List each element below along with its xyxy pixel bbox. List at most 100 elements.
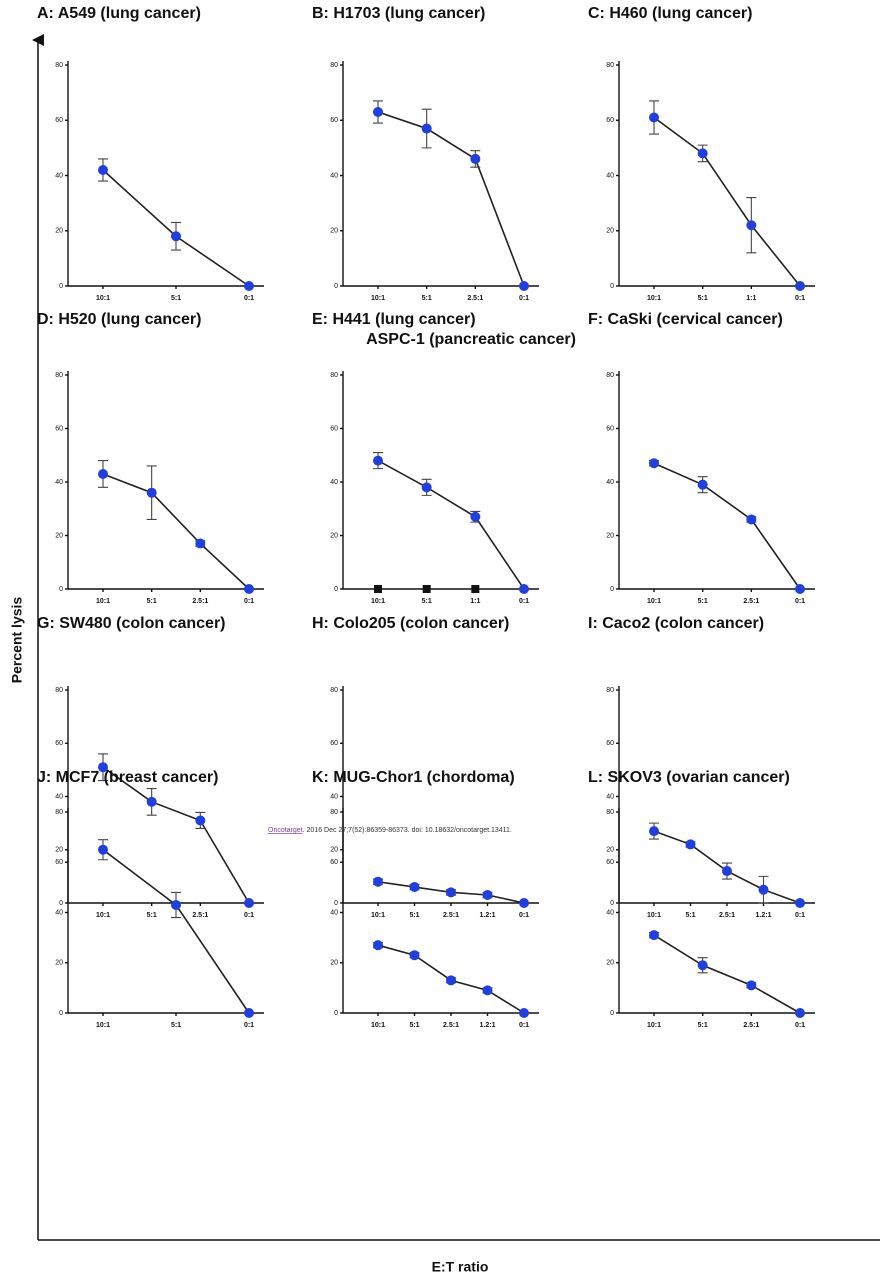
chart-title: B: H1703 (lung cancer) [312,5,485,22]
marker [421,482,432,493]
marker [482,985,493,996]
x-tick-label: 2.5:1 [743,1022,759,1029]
x-tick-label: 1:1 [746,295,756,302]
x-tick-label: 0:1 [244,295,254,302]
y-tick-label: 20 [55,960,63,967]
x-tick-label: 10:1 [371,295,385,302]
marker [649,112,659,123]
x-tick-label: 10:1 [371,912,385,919]
chart-title: J: MCF7 (breast cancer) [37,769,218,786]
y-tick-label: 20 [330,960,338,967]
chart-title: F: CaSki (cervical cancer) [588,311,783,328]
y-tick-label: 0 [59,900,63,907]
marker [649,930,659,941]
chart-title: G: SW480 (colon cancer) [37,615,226,632]
marker [697,960,708,971]
chart-title: C: H460 (lung cancer) [588,5,752,22]
marker [795,584,805,594]
y-tick-label: 80 [330,62,338,69]
marker [746,220,757,231]
x-tick-label: 2.5:1 [192,598,208,605]
x-tick-label: 5:1 [171,295,181,302]
x-tick-label: 0:1 [244,598,254,605]
x-tick-label: 0:1 [795,598,805,605]
x-tick-label: 5:1 [422,295,432,302]
y-tick-label: 60 [606,425,614,432]
x-tick-label: 5:1 [698,598,708,605]
data-line [377,459,525,590]
x-tick-label: 5:1 [147,912,157,919]
y-tick-label: 0 [610,1010,614,1017]
marker [722,866,732,877]
y-tick-label: 80 [330,687,338,694]
x-tick-label: 0:1 [519,912,529,919]
x-tick-label: 0:1 [519,598,529,605]
marker [519,281,529,291]
marker [470,153,481,164]
y-tick-label: 20 [606,960,614,967]
marker [373,455,383,466]
y-tick-label: 20 [330,847,338,854]
citation-text: . 2016 Dec 27;7(52):86359-86373. doi: 10… [303,827,512,834]
marker [758,884,769,895]
x-tick-label: 0:1 [244,912,254,919]
x-tick-label: 10:1 [96,295,110,302]
marker [422,585,431,593]
y-tick-label: 40 [330,793,338,800]
marker [482,890,493,901]
y-tick-label: 40 [55,172,63,179]
citation-link[interactable]: Oncotarget [268,827,303,834]
marker [519,584,529,594]
y-tick-label: 60 [606,740,614,747]
x-tick-label: 5:1 [422,598,432,605]
chart-title: K: MUG-Chor1 (chordoma) [312,769,515,786]
x-tick-label: 5:1 [409,1022,419,1029]
y-tick-label: 40 [330,909,338,916]
data-line [653,934,801,1014]
marker [171,899,181,910]
chart-title: I: Caco2 (colon cancer) [588,615,764,632]
y-tick-label: 80 [55,687,63,694]
y-tick-label: 40 [330,172,338,179]
marker [171,231,181,242]
y-tick-label: 20 [606,228,614,235]
marker [244,1008,254,1018]
y-tick-label: 60 [606,117,614,124]
y-tick-label: 40 [606,909,614,916]
y-tick-label: 40 [606,172,614,179]
y-tick-label: 0 [610,283,614,290]
y-tick-label: 60 [330,425,338,432]
data-line [102,473,250,590]
marker [409,950,420,961]
x-tick-label: 5:1 [171,1022,181,1029]
y-tick-label: 20 [55,847,63,854]
y-tick-label: 0 [334,1010,338,1017]
x-tick-label: 0:1 [519,1022,529,1029]
y-tick-label: 40 [55,909,63,916]
y-tick-label: 60 [55,425,63,432]
x-tick-label: 10:1 [96,598,110,605]
x-tick-label: 0:1 [795,912,805,919]
x-tick-label: 0:1 [795,295,805,302]
x-tick-label: 10:1 [96,912,110,919]
marker [98,164,108,175]
y-tick-label: 40 [55,479,63,486]
x-tick-label: 0:1 [519,295,529,302]
x-tick-label: 0:1 [795,1022,805,1029]
x-tick-label: 2.5:1 [443,1022,459,1029]
marker [470,511,481,522]
y-tick-label: 40 [606,793,614,800]
marker [244,281,254,291]
y-tick-label: 60 [606,859,614,866]
y-tick-label: 80 [55,62,63,69]
x-tick-label: 2.5:1 [743,598,759,605]
y-tick-label: 60 [330,117,338,124]
y-tick-label: 0 [59,283,63,290]
y-tick-label: 0 [334,283,338,290]
y-tick-label: 0 [610,900,614,907]
y-tick-label: 20 [55,532,63,539]
marker [685,839,696,850]
y-tick-label: 80 [606,372,614,379]
marker [146,796,157,807]
marker [795,1008,805,1018]
